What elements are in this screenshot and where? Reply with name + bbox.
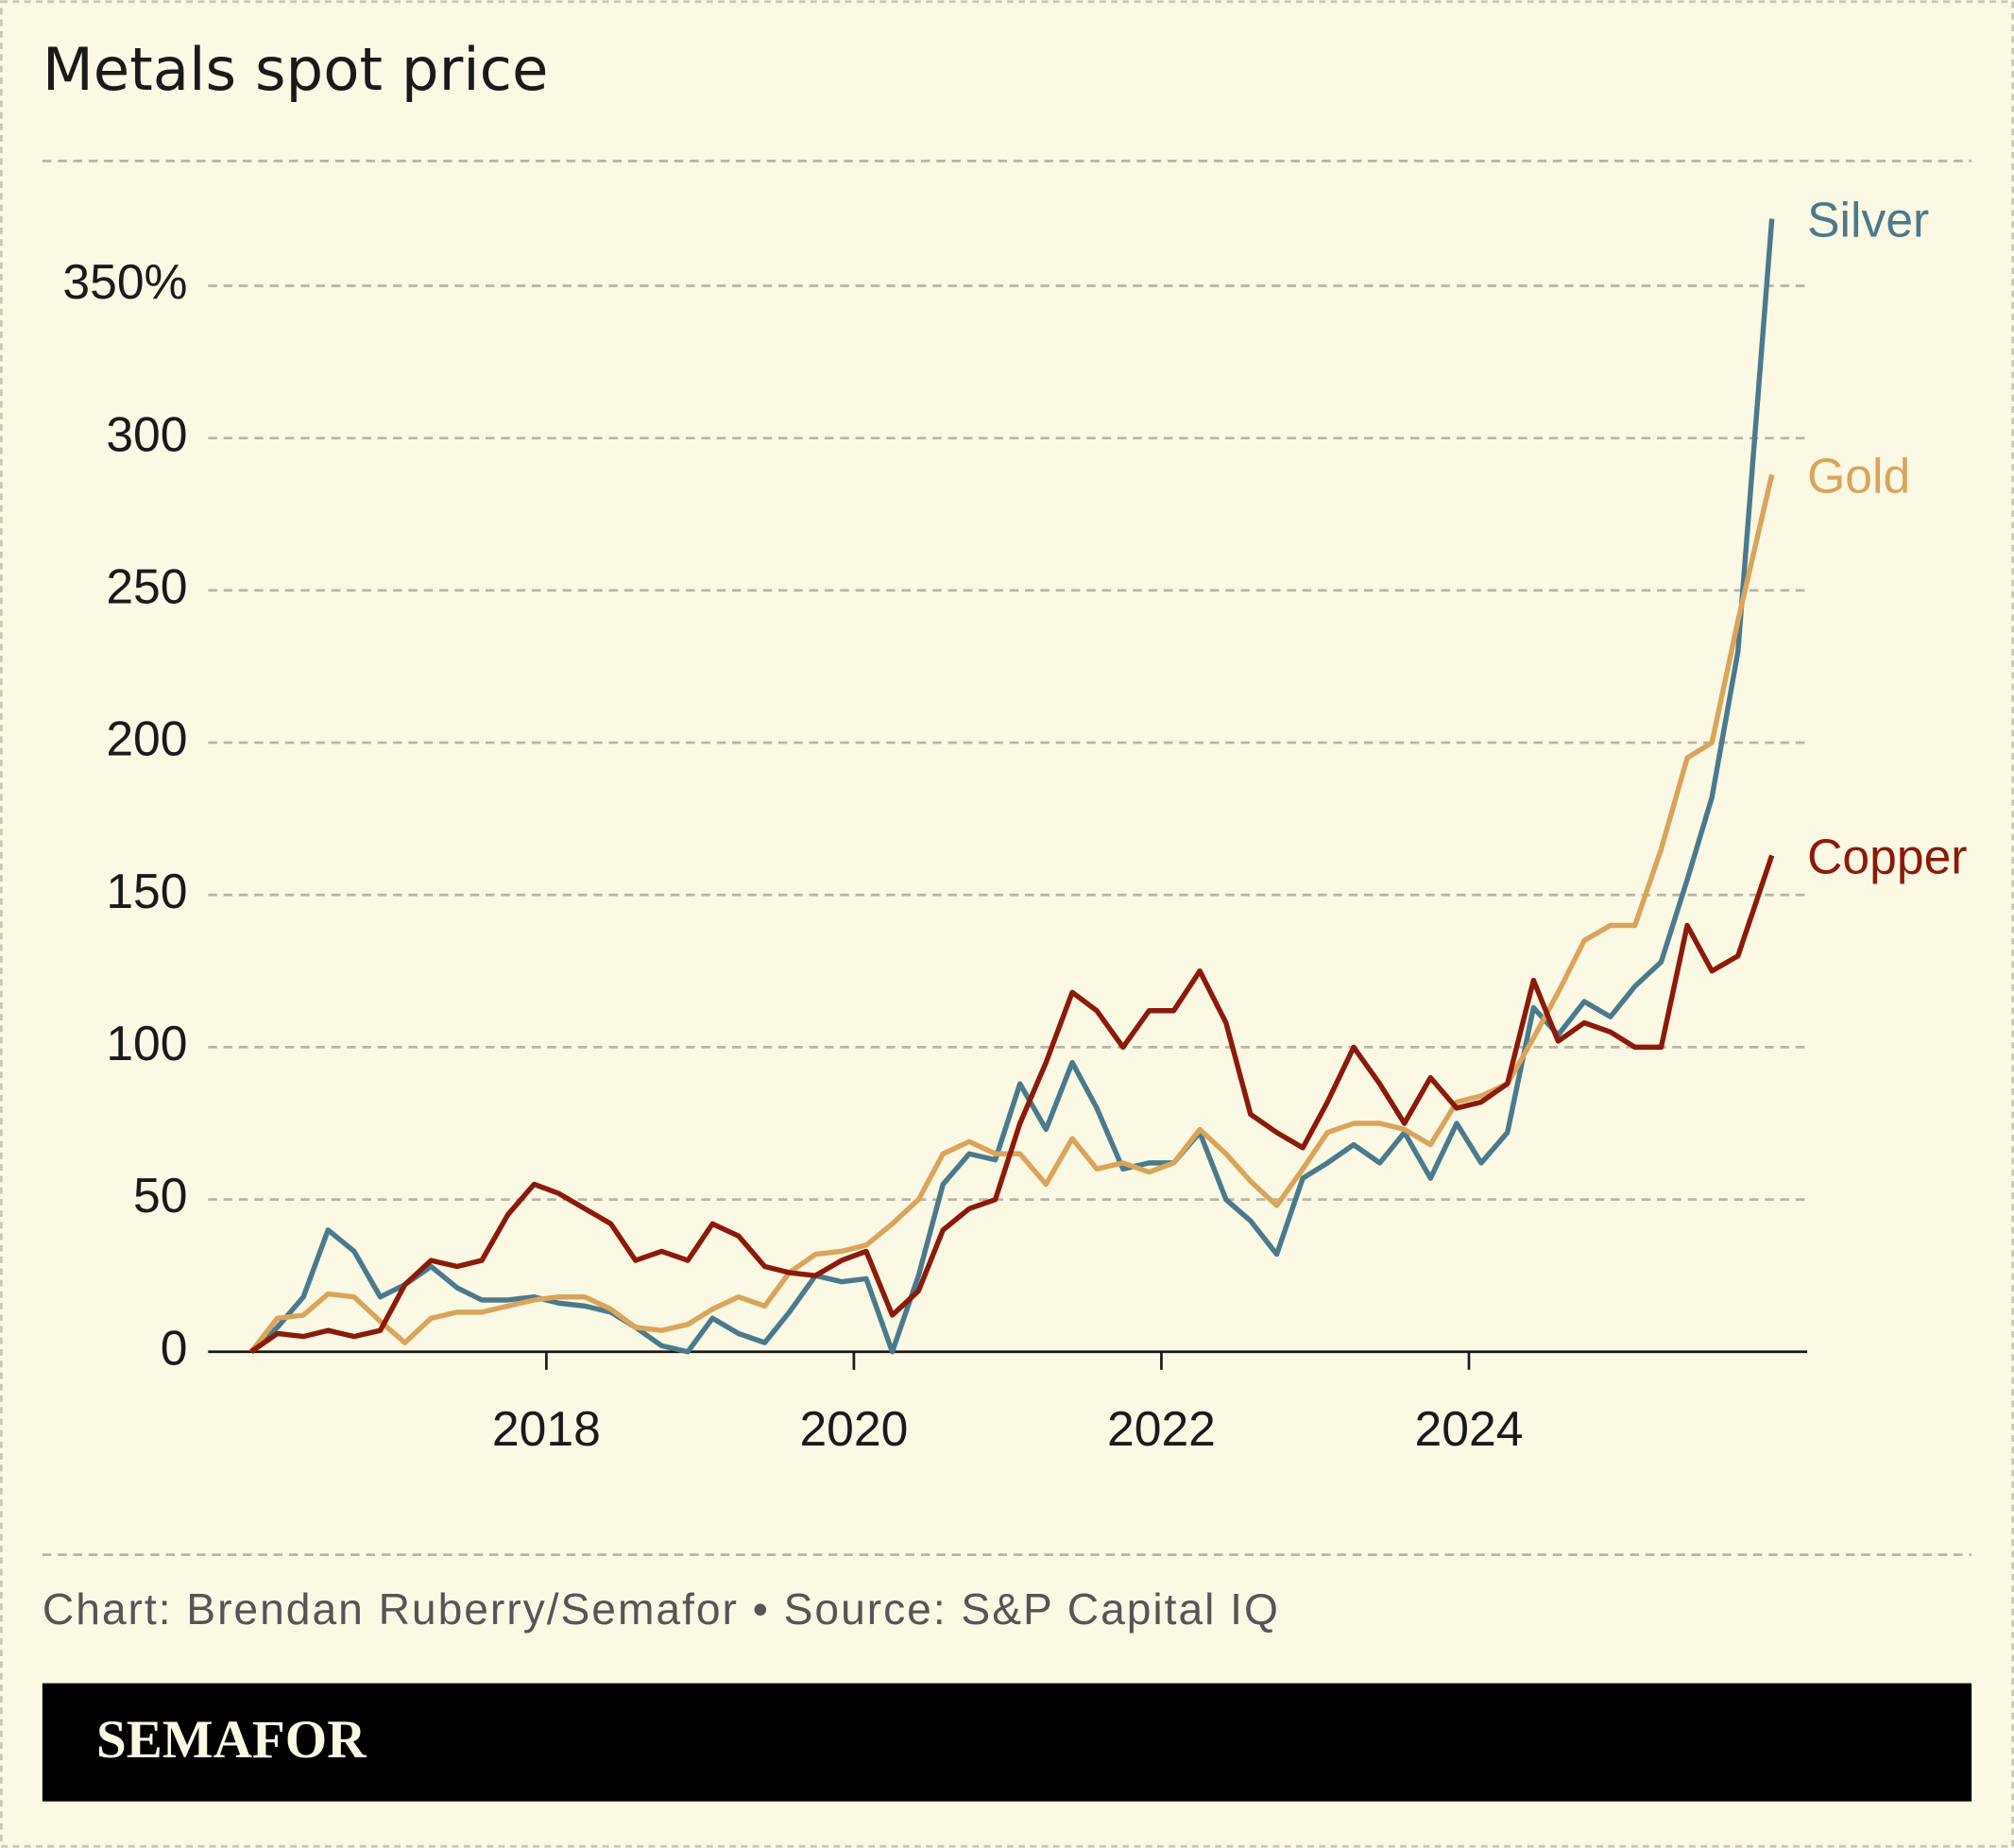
series-label: Gold [1807, 448, 1910, 503]
y-tick-label: 0 [161, 1320, 188, 1375]
x-tick-label: 2018 [492, 1401, 601, 1456]
series-label: Silver [1807, 193, 1929, 248]
plot-area: 0 50 100 150 200 250 300 350% 2018 2020 2022 2024 Si… [62, 193, 1967, 1456]
y-tick-label: 50 [133, 1168, 187, 1223]
y-tick-label: 150 [106, 864, 187, 918]
x-tick-label: 2020 [799, 1401, 908, 1456]
chart-title: Metals spot price [43, 35, 549, 104]
source-note: Chart: Brendan Ruberry/Semafor • Source:… [43, 1584, 1278, 1634]
y-tick-label: 300 [106, 406, 187, 461]
series-line [249, 854, 1775, 1355]
series-label: Copper [1807, 829, 1967, 883]
y-tick-label: 100 [106, 1016, 187, 1070]
y-tick-label: 250 [106, 559, 187, 614]
series-line [248, 218, 1775, 1355]
y-tick-label: 350% [62, 254, 187, 309]
x-tick-label: 2024 [1415, 1401, 1524, 1456]
brand-logo: SEMAFOR [96, 1710, 367, 1770]
brand-bar [42, 1683, 1972, 1802]
x-tick-label: 2022 [1107, 1401, 1216, 1456]
y-tick-label: 200 [106, 711, 187, 766]
